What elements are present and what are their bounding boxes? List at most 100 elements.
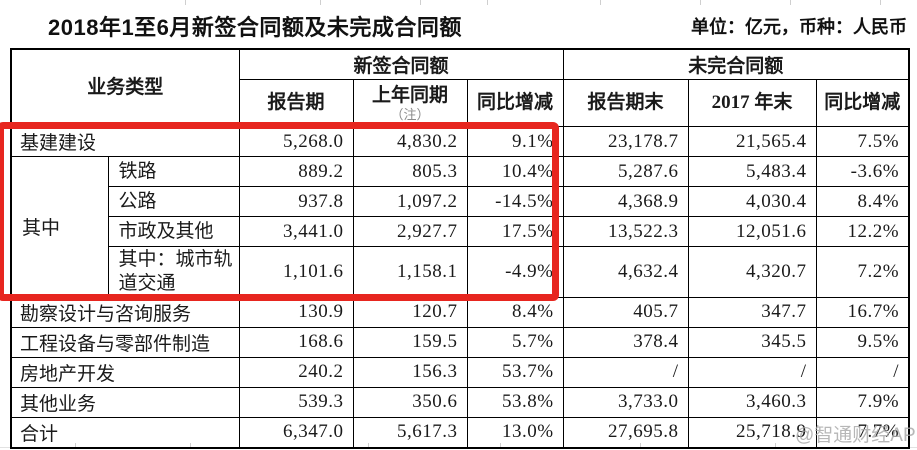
table-row-railway: 其中 铁路 889.2 805.3 10.4% 5,287.6 5,483.4 … bbox=[10, 156, 910, 298]
table-cell: 168.6 bbox=[238, 326, 354, 358]
table-cell: 27,695.8 bbox=[562, 416, 689, 448]
table-cell: 347.7 bbox=[687, 296, 817, 328]
table-cell: 3,441.0 bbox=[238, 216, 354, 247]
row-label: 其他业务 bbox=[10, 386, 240, 418]
header-row-groups: 业务类型 新签合同额 未完合同额 bbox=[10, 48, 910, 127]
table-row-municipal: 市政及其他 3,441.0 2,927.7 17.5% 13,522.3 12,… bbox=[11, 216, 910, 247]
table-cell: -4.9% bbox=[466, 246, 564, 298]
table-cell: 5,617.3 bbox=[352, 416, 468, 448]
table-cell: 345.5 bbox=[687, 326, 817, 358]
table-cell: 156.3 bbox=[352, 356, 468, 388]
table-cell: 12.2% bbox=[815, 216, 910, 247]
table-cell: 4,632.4 bbox=[562, 246, 689, 298]
table-row-other-business: 其他业务 539.3 350.6 53.8% 3,733.0 3,460.3 7… bbox=[10, 386, 910, 418]
table-row-infrastructure: 基建建设 5,268.0 4,830.2 9.1% 23,178.7 21,56… bbox=[10, 126, 910, 157]
table-cell: 5,268.0 bbox=[238, 126, 354, 157]
table-cell: 6,347.0 bbox=[238, 416, 354, 448]
table-cell: 5.7% bbox=[466, 326, 564, 358]
table-cell: 1,101.6 bbox=[238, 246, 354, 298]
gridline-artifact bbox=[790, 0, 791, 5]
table-cell: 7.7% bbox=[815, 416, 910, 448]
table-cell: -3.6% bbox=[815, 156, 910, 187]
table-cell: 9.5% bbox=[815, 326, 910, 358]
gridline-artifact bbox=[185, 0, 186, 5]
table-cell: 5,287.6 bbox=[562, 156, 689, 187]
table-row-equipment-manufacturing: 工程设备与零部件制造 168.6 159.5 5.7% 378.4 345.5 … bbox=[10, 326, 910, 358]
table-cell: 120.7 bbox=[352, 296, 468, 328]
header-report-period-end: 报告期末 bbox=[562, 79, 689, 127]
page-title: 2018年1至6月新签合同额及未完成合同额 bbox=[48, 15, 462, 40]
header-prev-year-period: 上年同期 （注） bbox=[352, 79, 468, 127]
table-cell: 25,718.9 bbox=[687, 416, 817, 448]
gridline-artifact bbox=[420, 0, 421, 5]
table-cell: 13,522.3 bbox=[562, 216, 689, 247]
table-cell: 8.4% bbox=[466, 296, 564, 328]
header-group-backlog: 未完合同额 bbox=[562, 48, 910, 80]
table-cell: 4,830.2 bbox=[352, 126, 468, 157]
title-row: 2018年1至6月新签合同额及未完成合同额 单位：亿元，币种：人民币 bbox=[0, 8, 917, 44]
table-cell: 13.0% bbox=[466, 416, 564, 448]
unit-currency-note: 单位：亿元，币种：人民币 bbox=[691, 17, 907, 37]
row-label: 房地产开发 bbox=[10, 356, 240, 388]
table-cell: 805.3 bbox=[352, 156, 468, 187]
row-label: 铁路 bbox=[107, 156, 240, 187]
table-cell: 3,460.3 bbox=[687, 386, 817, 418]
table-cell: 7.2% bbox=[815, 246, 910, 298]
table-cell: 5,483.4 bbox=[687, 156, 817, 187]
table-cell: 7.9% bbox=[815, 386, 910, 418]
table-cell: 23,178.7 bbox=[562, 126, 689, 157]
table-row-urban-rail: 其中：城市轨道交通 1,101.6 1,158.1 -4.9% 4,632.4 … bbox=[11, 246, 910, 298]
table-row-total: 合计 6,347.0 5,617.3 13.0% 27,695.8 25,718… bbox=[10, 416, 910, 448]
table-cell: 21,565.4 bbox=[687, 126, 817, 157]
table-cell: -14.5% bbox=[466, 186, 564, 217]
table-cell: 159.5 bbox=[352, 326, 468, 358]
header-prev-year-label: 上年同期 bbox=[372, 85, 449, 107]
table-cell: / bbox=[687, 356, 817, 388]
table-cell: 10.4% bbox=[466, 156, 564, 187]
table-cell: 1,158.1 bbox=[352, 246, 468, 298]
table-cell: 53.8% bbox=[466, 386, 564, 418]
table-cell: 7.5% bbox=[815, 126, 910, 157]
table-cell: 130.9 bbox=[238, 296, 354, 328]
header-business-type: 业务类型 bbox=[10, 48, 240, 127]
among-which-group-label: 其中 bbox=[10, 156, 109, 298]
table-cell: / bbox=[815, 356, 910, 388]
row-label: 市政及其他 bbox=[107, 216, 240, 247]
table-cell: 16.7% bbox=[815, 296, 910, 328]
table-cell: 12,051.6 bbox=[687, 216, 817, 247]
table-cell: 53.7% bbox=[466, 356, 564, 388]
table-cell: / bbox=[562, 356, 689, 388]
gridline-artifact bbox=[600, 0, 601, 5]
gridline-artifact bbox=[487, 0, 488, 5]
table-cell: 539.3 bbox=[238, 386, 354, 418]
header-end-2017: 2017 年末 bbox=[687, 79, 817, 127]
header-yoy-change-new: 同比增减 bbox=[466, 79, 564, 127]
table-cell: 350.6 bbox=[352, 386, 468, 418]
table-cell: 8.4% bbox=[815, 186, 910, 217]
table-cell: 3,733.0 bbox=[562, 386, 689, 418]
gridline-artifact bbox=[700, 0, 701, 5]
row-label: 其中：城市轨道交通 bbox=[107, 246, 240, 298]
row-label: 工程设备与零部件制造 bbox=[10, 326, 240, 358]
header-yoy-change-backlog: 同比增减 bbox=[815, 79, 910, 127]
table-cell: 9.1% bbox=[466, 126, 564, 157]
table-cell: 17.5% bbox=[466, 216, 564, 247]
row-label: 基建建设 bbox=[10, 126, 240, 157]
table-cell: 4,030.4 bbox=[687, 186, 817, 217]
row-label: 合计 bbox=[10, 416, 240, 448]
gridline-artifact bbox=[880, 0, 881, 5]
header-report-period: 报告期 bbox=[238, 79, 354, 127]
table-cell: 2,927.7 bbox=[352, 216, 468, 247]
gridline-artifact bbox=[320, 0, 321, 5]
table-row-highway: 公路 937.8 1,097.2 -14.5% 4,368.9 4,030.4 … bbox=[11, 186, 910, 217]
table-row-real-estate: 房地产开发 240.2 156.3 53.7% / / / bbox=[10, 356, 910, 388]
table-cell: 937.8 bbox=[238, 186, 354, 217]
table-cell: 1,097.2 bbox=[352, 186, 468, 217]
row-label: 勘察设计与咨询服务 bbox=[10, 296, 240, 328]
table-cell: 240.2 bbox=[238, 356, 354, 388]
header-note-marker: （注） bbox=[390, 106, 430, 122]
table-cell: 4,368.9 bbox=[562, 186, 689, 217]
watermark-text: @智通财经APP bbox=[795, 425, 917, 446]
table-cell: 889.2 bbox=[238, 156, 354, 187]
